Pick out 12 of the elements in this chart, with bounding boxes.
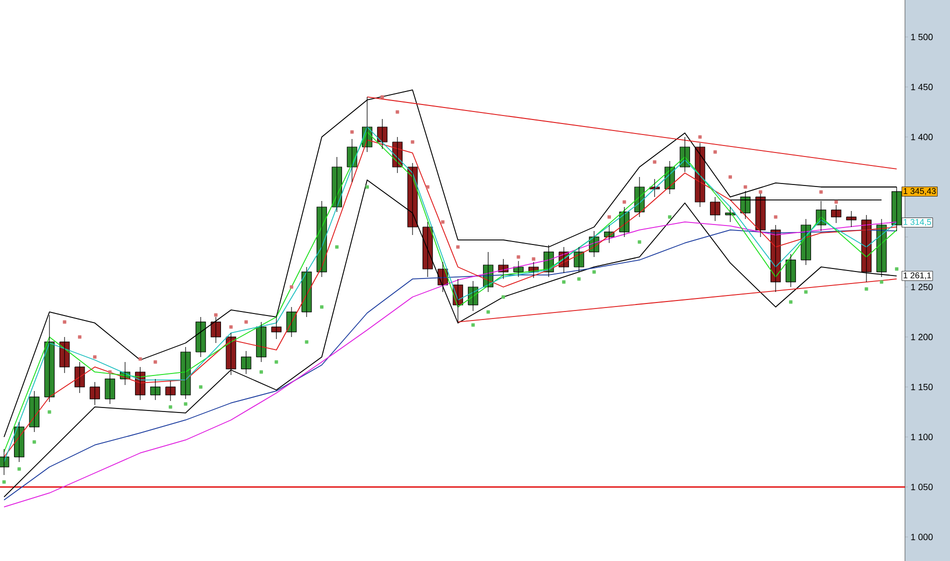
y-tick-label: 1 100 <box>911 434 933 440</box>
y-tick-label: 1 450 <box>911 84 933 90</box>
text: 1 345,43 <box>904 188 936 196</box>
data-label: 1 261,1 <box>904 272 932 280</box>
y-tick-label: 1 400 <box>911 134 933 140</box>
y-tick-label: 1 150 <box>911 384 933 390</box>
y-tick-label: 1 050 <box>911 484 933 490</box>
y-tick-label: 1 250 <box>911 284 933 290</box>
y-tick-label: 1 000 <box>911 534 933 540</box>
data-label: 1 314,5 <box>904 218 932 226</box>
y-tick-label: 1 200 <box>911 334 933 340</box>
y-tick-label: 1 500 <box>911 34 933 40</box>
